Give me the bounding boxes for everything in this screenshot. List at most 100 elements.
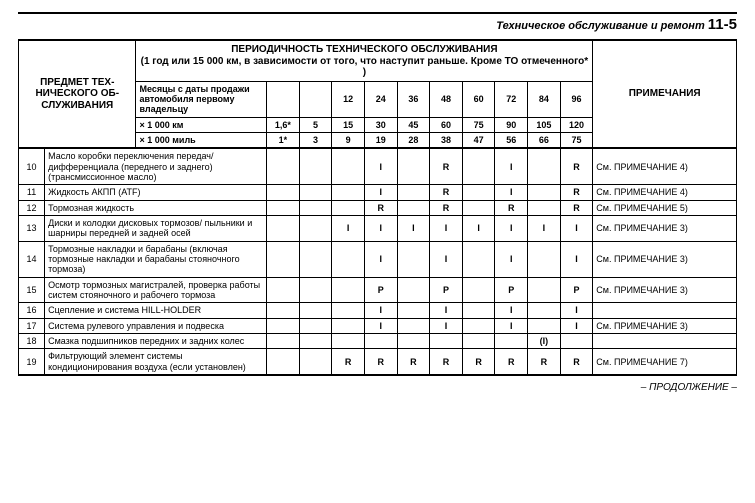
cell	[462, 303, 495, 318]
cell: R	[364, 349, 397, 375]
head-km-2: 15	[332, 117, 365, 132]
row-desc: Жидкость АКПП (ATF)	[45, 185, 267, 200]
row-desc: Сцепление и система HILL-HOLDER	[45, 303, 267, 318]
cell	[528, 241, 561, 277]
cell: R	[430, 148, 463, 185]
cell: R	[560, 148, 593, 185]
cell	[528, 318, 561, 333]
cell: P	[560, 277, 593, 303]
col-period: ПЕРИОДИЧНОСТЬ ТЕХНИЧЕСКОГО ОБСЛУЖИВАНИЯ(…	[136, 40, 593, 81]
head-miles-8: 66	[528, 132, 561, 148]
cell	[267, 241, 300, 277]
cell: I	[528, 215, 561, 241]
cell	[267, 349, 300, 375]
row-note: См. ПРИМЕЧАНИЕ 4)	[593, 185, 737, 200]
row-note: См. ПРИМЕЧАНИЕ 3)	[593, 277, 737, 303]
col-notes: ПРИМЕЧАНИЯ	[593, 40, 737, 148]
cell: I	[364, 185, 397, 200]
cell	[299, 318, 332, 333]
head-miles-3: 19	[364, 132, 397, 148]
cell	[299, 215, 332, 241]
row-note	[593, 334, 737, 349]
cell: R	[332, 349, 365, 375]
row-desc: Тормозные накладки и барабаны (включая т…	[45, 241, 267, 277]
cell	[462, 200, 495, 215]
head-miles-4: 28	[397, 132, 430, 148]
cell: I	[495, 241, 528, 277]
cell: P	[364, 277, 397, 303]
cell: I	[560, 318, 593, 333]
cell: I	[397, 215, 430, 241]
cell	[528, 303, 561, 318]
cell	[332, 334, 365, 349]
cell	[299, 148, 332, 185]
cell: R	[430, 185, 463, 200]
head-miles-6: 47	[462, 132, 495, 148]
row-note: См. ПРИМЕЧАНИЕ 5)	[593, 200, 737, 215]
cell	[397, 334, 430, 349]
cell: R	[364, 200, 397, 215]
row-num: 13	[19, 215, 45, 241]
cell	[267, 318, 300, 333]
cell	[397, 303, 430, 318]
cell: I	[364, 148, 397, 185]
head-months-3: 24	[364, 81, 397, 117]
cell: I	[560, 215, 593, 241]
head-months-7: 72	[495, 81, 528, 117]
cell: I	[364, 318, 397, 333]
cell	[528, 148, 561, 185]
cell	[332, 277, 365, 303]
row-num: 12	[19, 200, 45, 215]
cell: R	[462, 349, 495, 375]
row-desc: Смазка подшипников передних и задних кол…	[45, 334, 267, 349]
page-header: Техническое обслуживание и ремонт 11-5	[18, 16, 737, 33]
head-label-miles: × 1 000 миль	[136, 132, 267, 148]
cell	[332, 241, 365, 277]
row-note: См. ПРИМЕЧАНИЕ 4)	[593, 148, 737, 185]
cell	[364, 334, 397, 349]
head-months-2: 12	[332, 81, 365, 117]
cell	[528, 200, 561, 215]
head-miles-1: 3	[299, 132, 332, 148]
cell	[397, 200, 430, 215]
head-miles-7: 56	[495, 132, 528, 148]
cell: I	[495, 215, 528, 241]
cell: I	[462, 215, 495, 241]
cell: I	[495, 185, 528, 200]
row-note: См. ПРИМЕЧАНИЕ 7)	[593, 349, 737, 375]
cell: I	[495, 148, 528, 185]
cell	[332, 200, 365, 215]
cell: R	[495, 349, 528, 375]
head-months-1	[299, 81, 332, 117]
cell	[299, 303, 332, 318]
header-title: Техническое обслуживание и ремонт	[496, 20, 704, 32]
cell	[397, 241, 430, 277]
cell	[332, 318, 365, 333]
cell: I	[560, 241, 593, 277]
cell	[267, 200, 300, 215]
cell	[462, 318, 495, 333]
cell	[267, 334, 300, 349]
cell	[267, 303, 300, 318]
cell	[267, 148, 300, 185]
cell	[462, 334, 495, 349]
cell	[299, 241, 332, 277]
cell	[299, 185, 332, 200]
cell: I	[430, 303, 463, 318]
cell: R	[430, 200, 463, 215]
cell	[462, 277, 495, 303]
cell	[299, 277, 332, 303]
row-note: См. ПРИМЕЧАНИЕ 3)	[593, 241, 737, 277]
cell	[430, 334, 463, 349]
cell: R	[528, 349, 561, 375]
cell	[332, 185, 365, 200]
maintenance-table: ПРЕДМЕТ ТЕХ-НИЧЕСКОГО ОБ-СЛУЖИВАНИЯПЕРИО…	[18, 39, 737, 376]
cell: R	[560, 349, 593, 375]
cell	[267, 215, 300, 241]
cell: R	[495, 200, 528, 215]
cell	[462, 241, 495, 277]
head-months-8: 84	[528, 81, 561, 117]
row-num: 11	[19, 185, 45, 200]
head-months-4: 36	[397, 81, 430, 117]
row-desc: Масло коробки переключения передач/ дифф…	[45, 148, 267, 185]
